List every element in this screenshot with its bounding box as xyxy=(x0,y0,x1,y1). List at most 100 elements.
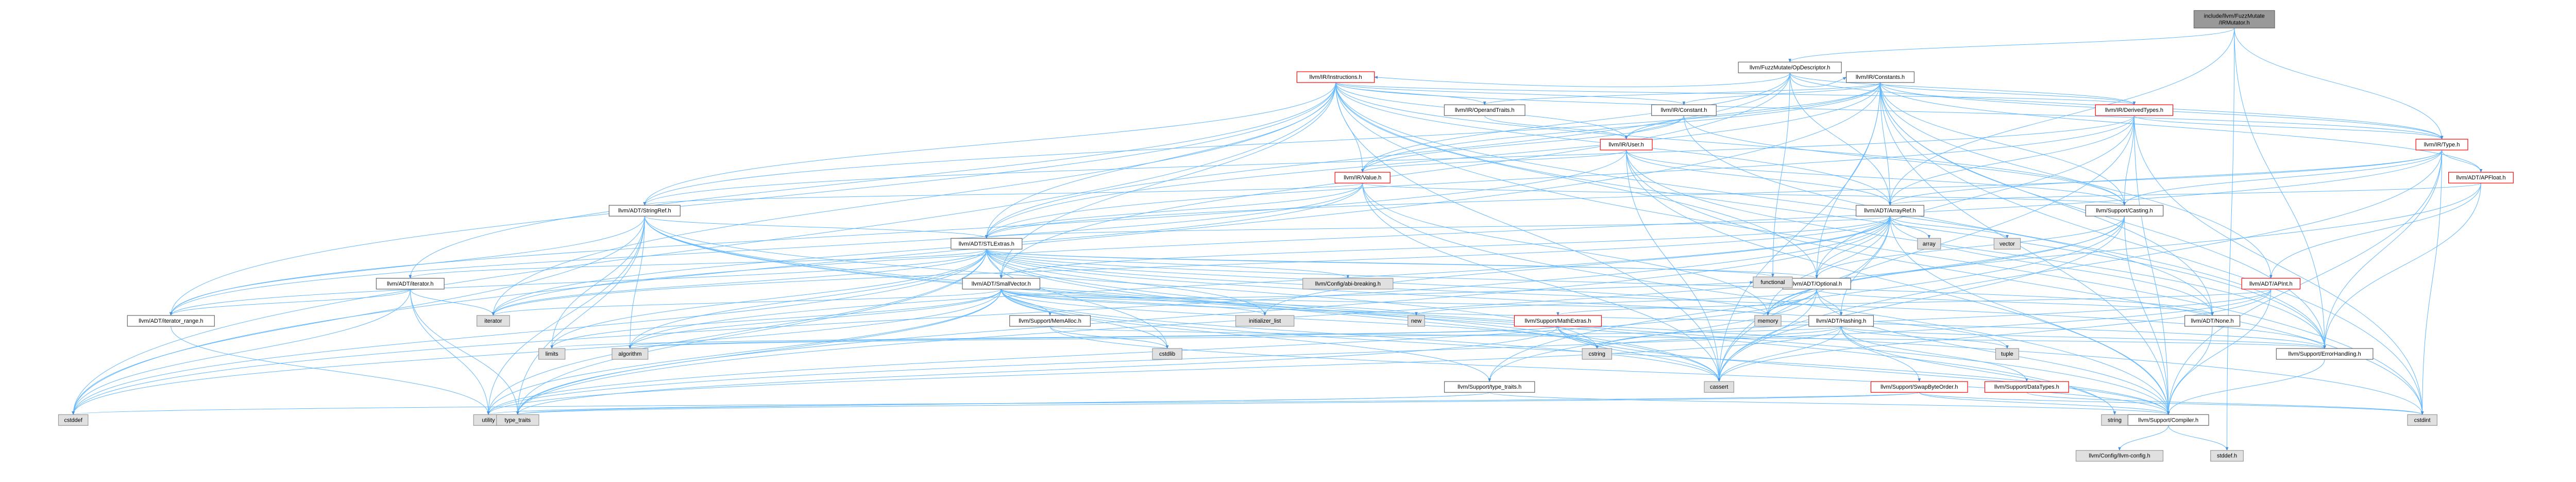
node-derivedtypes[interactable]: llvm/IR/DerivedTypes.h xyxy=(2095,104,2174,116)
edge-constants-to-cassert xyxy=(1717,82,1881,382)
dependency-edge xyxy=(72,216,645,415)
node-box xyxy=(2448,172,2514,184)
edge-constants-to-constant xyxy=(1682,82,1881,105)
edge-smallvector-to-cassert xyxy=(1001,289,1721,382)
node-new: new xyxy=(1408,315,1425,327)
node-type[interactable]: llvm/IR/Type.h xyxy=(2415,139,2468,151)
edge-arrayref-to-hashing xyxy=(1839,216,1890,316)
node-compiler[interactable]: llvm/Support/Compiler.h xyxy=(2127,414,2209,426)
dependency-edge xyxy=(2166,289,2272,415)
edge-smallvector-to-cstring xyxy=(1001,289,1599,349)
node-string: string xyxy=(2101,414,2128,426)
node-smallvector[interactable]: llvm/ADT/SmallVector.h xyxy=(962,278,1041,290)
dependency-edge xyxy=(1374,73,1790,87)
edge-stringref-to-algorithm xyxy=(629,216,645,349)
dependency-edge xyxy=(629,216,645,349)
node-instructions[interactable]: llvm/IR/Instructions.h xyxy=(1296,71,1375,83)
edge-hashing-to-utility xyxy=(487,326,1842,415)
edge-stringref-to-cstddef xyxy=(72,216,645,415)
node-label: llvm/ADT/APInt.h xyxy=(2249,281,2293,287)
node-box xyxy=(1235,315,1295,327)
dependency-edge xyxy=(1788,27,2235,63)
dependency-edge xyxy=(1362,183,1770,316)
edge-stringref-to-iterrange xyxy=(170,216,645,316)
node-none[interactable]: llvm/ADT/None.h xyxy=(2184,315,2241,327)
node-arrayref[interactable]: llvm/ADT/ArrayRef.h xyxy=(1855,205,1924,217)
node-value[interactable]: llvm/IR/Value.h xyxy=(1334,172,1391,184)
dependency-edge xyxy=(550,249,987,349)
edge-apfloat-to-memory xyxy=(1766,183,2481,316)
node-swapbyte[interactable]: llvm/Support/SwapByteOrder.h xyxy=(1870,381,1968,393)
edge-opdesc-to-value xyxy=(1361,73,1790,173)
node-box xyxy=(1651,104,1717,116)
dependency-edge xyxy=(1626,149,2126,206)
node-cstdint: cstdint xyxy=(2407,414,2438,426)
node-memalloc[interactable]: llvm/Support/MemAlloc.h xyxy=(1009,315,1091,327)
dependency-edge xyxy=(1362,183,1721,382)
dependency-edge xyxy=(1816,289,1843,316)
edge-value-to-memory xyxy=(1362,183,1770,316)
dependency-edge xyxy=(986,249,1169,349)
node-label: llvm/FuzzMutate/OpDescriptor.h xyxy=(1750,64,1831,71)
node-stlextras[interactable]: llvm/ADT/STLExtras.h xyxy=(951,238,1023,250)
edge-hashing-to-tuple xyxy=(1841,326,2009,349)
edge-constants-to-compiler xyxy=(1880,82,2170,415)
edge-value-to-compiler xyxy=(1362,183,2170,415)
node-operandtraits[interactable]: llvm/IR/OperandTraits.h xyxy=(1444,104,1526,116)
node-optional[interactable]: llvm/ADT/Optional.h xyxy=(1782,278,1851,290)
node-iterator[interactable]: llvm/ADT/iterator.h xyxy=(376,278,445,290)
node-stringref[interactable]: llvm/ADT/StringRef.h xyxy=(608,205,681,217)
node-limits: limits xyxy=(538,348,566,360)
dependency-edge xyxy=(1361,73,1790,173)
node-errorhandling[interactable]: llvm/Support/ErrorHandling.h xyxy=(2276,348,2374,360)
node-label: llvm/Support/type_traits.h xyxy=(1458,384,1521,390)
dependency-edge xyxy=(487,249,987,415)
dependency-edges xyxy=(72,27,2483,451)
node-box xyxy=(2241,278,2301,290)
node-apfloat[interactable]: llvm/ADT/APFloat.h xyxy=(2448,172,2514,184)
node-label: llvm/ADT/SmallVector.h xyxy=(972,281,1031,287)
node-constants[interactable]: llvm/IR/Constants.h xyxy=(1846,71,1915,83)
dependency-edge xyxy=(986,248,1818,279)
node-casting[interactable]: llvm/Support/Casting.h xyxy=(2085,205,2164,217)
node-iterrange[interactable]: llvm/ADT/iterator_range.h xyxy=(127,315,215,327)
edge-iterator-to-cstddef xyxy=(72,289,411,415)
node-box xyxy=(612,348,649,360)
node-label: llvm/ADT/APFloat.h xyxy=(2456,175,2505,181)
edge-hashing-to-datatypes xyxy=(1841,326,2028,382)
node-typetraits[interactable]: llvm/Support/type_traits.h xyxy=(1444,381,1535,393)
dependency-edge xyxy=(1789,72,2136,105)
dependency-edge xyxy=(1839,216,1890,316)
node-box xyxy=(2101,414,2128,426)
edge-arrayref-to-stlextras xyxy=(985,215,1890,239)
node-label: llvm/Support/SwapByteOrder.h xyxy=(1880,384,1958,390)
edge-user-to-iterrange xyxy=(170,149,1627,316)
edge-constant-to-user xyxy=(1624,115,1684,140)
dependency-edge xyxy=(1717,289,1817,382)
dependency-edge xyxy=(1880,82,2126,206)
edge-compiler-to-stddef xyxy=(2168,425,2229,451)
edge-arrayref-to-iteratorh xyxy=(492,216,1890,316)
node-constant[interactable]: llvm/IR/Constant.h xyxy=(1651,104,1717,116)
edge-derivedtypes-to-stringref xyxy=(643,115,2134,206)
node-root[interactable]: include/llvm/FuzzMutate/IRMutator.h xyxy=(2193,10,2275,28)
dependency-edge xyxy=(644,216,1599,349)
edge-arrayref-to-cstddef xyxy=(72,216,1890,415)
edge-instructions-to-derivedtypes xyxy=(1335,82,2136,105)
node-opdesc[interactable]: llvm/FuzzMutate/OpDescriptor.h xyxy=(1738,61,1842,74)
dependency-edge xyxy=(1626,149,2424,415)
edge-apfloat-to-apint xyxy=(2269,183,2481,279)
node-hashing[interactable]: llvm/ADT/Hashing.h xyxy=(1808,315,1874,327)
edge-hashing-to-string xyxy=(1841,326,2116,415)
node-mathextras[interactable]: llvm/Support/MathExtras.h xyxy=(1514,315,1602,327)
dependency-edge xyxy=(1766,183,2481,316)
edge-root-to-type xyxy=(2234,28,2444,140)
node-apint[interactable]: llvm/ADT/APInt.h xyxy=(2241,278,2301,290)
dependency-edge xyxy=(1889,216,2214,316)
dependency-edge xyxy=(170,149,1627,316)
node-iteratorh: iterator xyxy=(477,315,510,327)
edge-smallvector-to-initlist xyxy=(1001,289,1266,316)
edge-datatypes-to-cstdint xyxy=(2026,392,2424,415)
node-datatypes[interactable]: llvm/Support/DataTypes.h xyxy=(1984,381,2069,393)
node-user[interactable]: llvm/IR/User.h xyxy=(1600,139,1653,151)
